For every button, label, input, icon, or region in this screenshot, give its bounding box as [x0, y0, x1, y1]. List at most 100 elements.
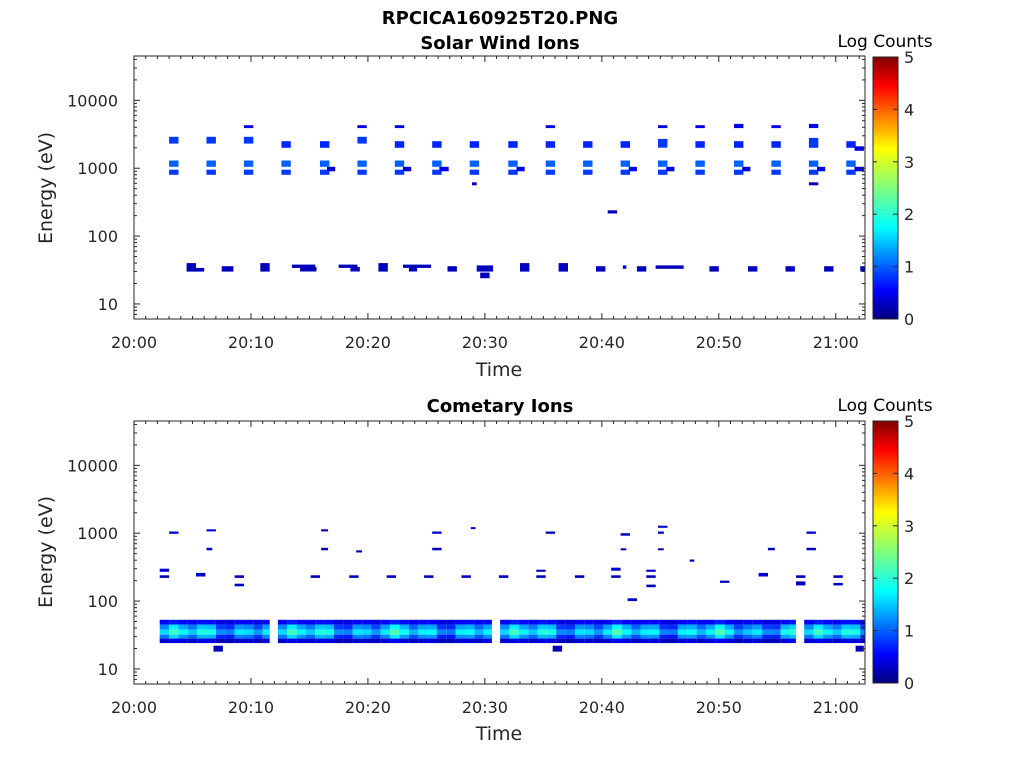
heatmap-cell	[352, 638, 363, 644]
heatmap-cell	[206, 624, 216, 630]
heatmap-cell	[593, 619, 604, 625]
heatmap-cell	[357, 160, 367, 167]
colorbar-label: Log Counts	[837, 32, 932, 52]
heatmap-cell	[806, 547, 816, 551]
heatmap-cell	[418, 624, 428, 630]
heatmap-cell	[565, 638, 575, 644]
heatmap-cell	[390, 619, 400, 625]
heatmap-cell	[649, 638, 660, 644]
heatmap-cell	[841, 634, 851, 639]
heatmap-cell	[436, 638, 447, 644]
heatmap-cell	[225, 619, 235, 625]
heatmap-cell	[498, 575, 509, 578]
heatmap-cell	[343, 624, 353, 630]
heatmap-cell	[689, 559, 695, 562]
heatmap-cell	[465, 624, 475, 630]
heatmap-cell	[832, 634, 842, 639]
heatmap-cell	[343, 634, 353, 639]
heatmap-cell	[743, 619, 753, 625]
heatmap-cell	[243, 629, 254, 635]
heatmap-cell	[403, 166, 412, 172]
heatmap-cell	[371, 634, 381, 639]
heatmap-cell	[352, 629, 363, 635]
heatmap-cell	[469, 141, 480, 148]
heatmap-cell	[518, 634, 529, 639]
heatmap-cell	[362, 638, 372, 644]
heatmap-cell	[841, 619, 851, 625]
heatmap-cell	[832, 638, 842, 644]
heatmap-cell	[518, 629, 529, 635]
heatmap-cell	[528, 629, 538, 635]
heatmap-cell	[841, 638, 851, 644]
heatmap-cell	[343, 619, 353, 625]
heatmap-cell	[343, 629, 353, 635]
heatmap-cell	[808, 182, 819, 186]
y-tick-label: 100	[87, 227, 118, 246]
heatmap-cell	[658, 525, 668, 528]
heatmap-cell	[187, 619, 198, 625]
y-axis: 10 100 1000 10000	[67, 58, 865, 320]
heatmap-cell	[537, 619, 547, 625]
heatmap-cell	[243, 169, 254, 175]
heatmap-cell	[455, 624, 465, 630]
heatmap-cell	[403, 264, 432, 268]
plot-frame	[133, 420, 866, 685]
heatmap-cell	[833, 582, 843, 586]
heatmap-cell	[394, 160, 405, 167]
heatmap-cell	[500, 629, 510, 635]
heatmap-cell	[822, 634, 833, 639]
heatmap-cell	[455, 629, 465, 635]
heatmap-cell	[509, 624, 519, 630]
heatmap-cell	[583, 169, 593, 175]
heatmap-cell	[281, 160, 291, 167]
heatmap-cell	[804, 638, 814, 644]
heatmap-cell	[305, 638, 316, 644]
heatmap-cell	[631, 619, 641, 625]
heatmap-cell	[762, 638, 772, 644]
heatmap-cell	[752, 619, 763, 625]
heatmap-cell	[696, 624, 706, 630]
heatmap-cell	[455, 634, 465, 639]
heatmap-cell	[418, 629, 428, 635]
heatmap-cell	[715, 619, 725, 625]
heatmap-cell	[324, 629, 334, 635]
heatmap-cell	[640, 638, 650, 644]
y-axis-label: Energy (eV)	[35, 132, 57, 244]
heatmap-cell	[408, 638, 419, 644]
heatmap-cell	[436, 619, 447, 625]
heatmap-cell	[715, 629, 725, 635]
heatmap-cell	[465, 629, 475, 635]
heatmap-cell	[545, 141, 556, 148]
heatmap-cell	[734, 141, 744, 148]
heatmap-cell	[352, 624, 363, 630]
heatmap-cell	[556, 624, 566, 630]
heatmap-cell	[556, 619, 566, 625]
heatmap-cell	[546, 638, 557, 644]
heatmap-cell	[243, 125, 254, 129]
heatmap-cell	[390, 638, 400, 644]
heatmap-cell	[771, 169, 781, 175]
colorbar-tick-label: 0	[904, 674, 914, 693]
x-tick-label: 20:00	[111, 333, 157, 352]
heatmap-cell	[277, 634, 288, 639]
heatmap-cell	[640, 634, 650, 639]
heatmap-cell	[356, 550, 362, 553]
heatmap-cell	[620, 169, 630, 175]
heatmap-cell	[734, 629, 744, 635]
heatmap-cell	[455, 619, 465, 625]
heatmap-cell	[813, 629, 823, 635]
heatmap-cell	[427, 634, 437, 639]
heatmap-cell	[500, 624, 510, 630]
heatmap-cell	[695, 141, 705, 148]
heatmap-cell	[196, 572, 206, 577]
heatmap-cell	[432, 160, 442, 167]
heatmap-cell	[574, 575, 585, 578]
heatmap-cell	[833, 575, 843, 578]
y-axis: 10 100 1000 10000	[67, 423, 865, 685]
heatmap-cell	[380, 634, 391, 639]
heatmap-cell	[574, 638, 585, 644]
heatmap-cell	[334, 629, 344, 635]
heatmap-cell	[436, 629, 447, 635]
heatmap-cell	[394, 169, 405, 175]
heatmap-cell	[584, 638, 594, 644]
